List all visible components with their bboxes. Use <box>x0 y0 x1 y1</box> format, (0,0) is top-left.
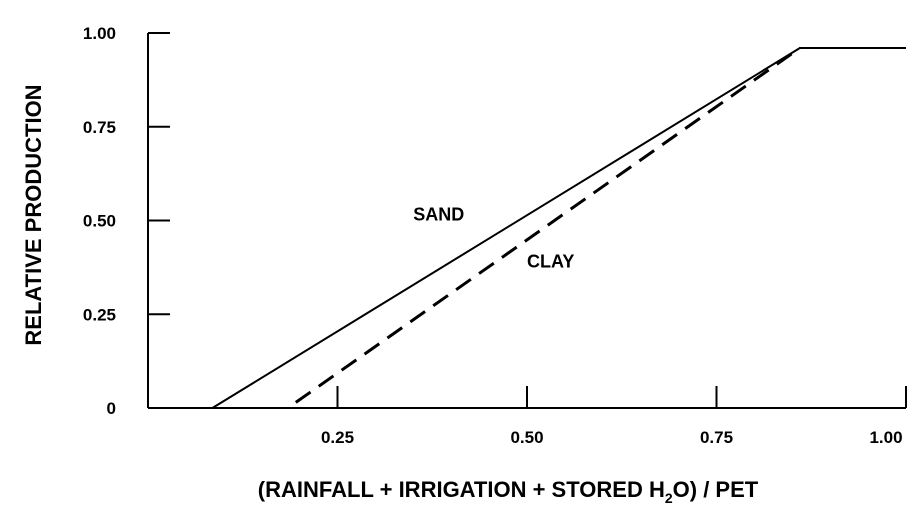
x-axis-title-suffix: O) / PET <box>673 477 759 502</box>
y-axis-title: RELATIVE PRODUCTION <box>21 84 46 345</box>
series-line-sand <box>211 47 906 409</box>
series-label-clay: CLAY <box>527 251 574 271</box>
x-tick-label-3: 1.00 <box>869 428 902 447</box>
x-axis-title-subscript: 2 <box>665 490 673 506</box>
y-tick-label-4: 1.00 <box>83 24 116 43</box>
y-ticks: 0 0.25 0.50 0.75 1.00 <box>83 24 170 418</box>
series-group: SAND CLAY <box>211 46 906 409</box>
y-tick-label-1: 0.25 <box>83 305 116 324</box>
y-tick-label-0: 0 <box>107 399 116 418</box>
series-line-clay <box>294 46 801 404</box>
y-tick-label-2: 0.50 <box>83 212 116 231</box>
x-tick-label-2: 0.75 <box>700 428 733 447</box>
x-axis-title-prefix: (RAINFALL + IRRIGATION + STORED H <box>258 477 665 502</box>
x-tick-label-0: 0.25 <box>321 428 354 447</box>
x-tick-label-1: 0.50 <box>510 428 543 447</box>
axes <box>147 33 906 409</box>
x-ticks: 0.25 0.50 0.75 1.00 <box>321 386 907 447</box>
y-tick-label-3: 0.75 <box>83 118 116 137</box>
x-axis-title: (RAINFALL + IRRIGATION + STORED H2O) / P… <box>258 477 759 506</box>
series-label-sand: SAND <box>413 205 464 225</box>
